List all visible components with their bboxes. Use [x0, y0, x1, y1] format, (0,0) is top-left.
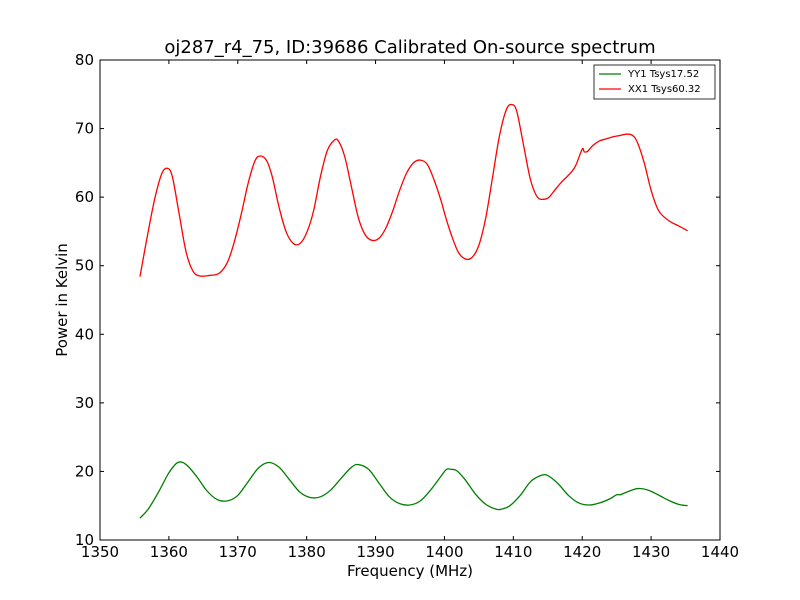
- y-tick-label: 20: [75, 462, 94, 480]
- legend: YY1 Tsys17.52 XX1 Tsys60.32: [593, 64, 716, 100]
- x-axis: 1350 1360 1370 1380 1390 1400 1410 1420 1430 1440: [81, 60, 739, 561]
- y-tick-label: 10: [75, 531, 94, 549]
- plot-frame: [99, 59, 721, 541]
- series-line-1: [139, 461, 688, 519]
- y-axis: 10 20 30 40 50 60 70 80: [75, 51, 720, 549]
- x-axis-title: Frequency (MHz): [347, 562, 473, 580]
- series-line-2: [139, 103, 688, 277]
- x-tick-label: 1390: [356, 543, 394, 561]
- series-layer: [139, 103, 688, 519]
- x-tick-label: 1360: [150, 543, 188, 561]
- x-tick-label: 1430: [632, 543, 670, 561]
- x-tick-label: 1440: [701, 543, 739, 561]
- x-tick-label: 1380: [288, 543, 326, 561]
- y-tick-label: 80: [75, 51, 94, 69]
- x-tick-label: 1420: [563, 543, 601, 561]
- y-tick-label: 50: [75, 257, 94, 275]
- chart-title: oj287_r4_75, ID:39686 Calibrated On-sour…: [164, 37, 655, 58]
- y-tick-label: 40: [75, 325, 94, 343]
- legend-label-series-1: YY1 Tsys17.52: [627, 69, 699, 80]
- x-tick-label: 1410: [494, 543, 532, 561]
- legend-label-series-2: XX1 Tsys60.32: [628, 84, 701, 95]
- x-tick-label: 1370: [219, 543, 257, 561]
- y-tick-label: 70: [75, 120, 94, 138]
- y-tick-label: 30: [75, 394, 94, 412]
- legend-box: [593, 64, 716, 100]
- y-tick-label: 60: [75, 188, 94, 206]
- plot-area: [100, 60, 720, 540]
- x-tick-label: 1350: [81, 543, 119, 561]
- x-tick-label: 1400: [425, 543, 463, 561]
- y-axis-title: Power in Kelvin: [53, 243, 71, 357]
